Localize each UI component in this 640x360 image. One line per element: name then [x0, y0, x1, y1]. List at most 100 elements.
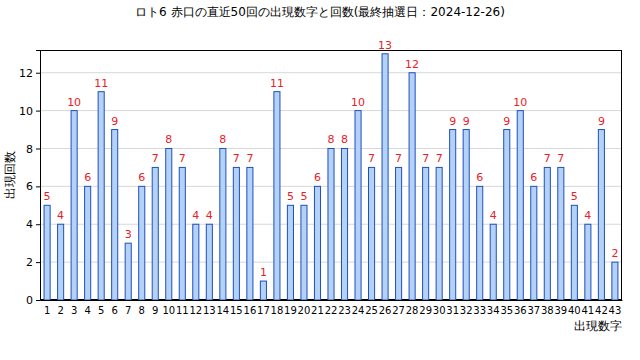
x-tick: 34: [487, 300, 500, 316]
bar: [44, 205, 50, 300]
bar: [396, 167, 402, 300]
x-tick: 12: [189, 300, 202, 316]
x-tick-label: 37: [527, 305, 540, 316]
x-tick: 36: [514, 300, 527, 316]
data-label: 8: [219, 133, 226, 146]
x-tick-label: 40: [568, 305, 581, 316]
bar: [612, 262, 618, 300]
data-label: 9: [503, 115, 510, 128]
bar: [571, 205, 577, 300]
title: ロト6 赤口の直近50回の出現数字と回数(最終抽選日：2024-12-26): [135, 5, 505, 19]
bar: [409, 73, 415, 300]
x-tick: 16: [244, 300, 257, 316]
x-tick-label: 16: [244, 305, 257, 316]
x-tick: 38: [541, 300, 554, 316]
bar: [179, 167, 185, 300]
bar: [585, 224, 591, 300]
data-label: 7: [422, 152, 429, 165]
data-label: 9: [463, 115, 470, 128]
y-tick: 6: [26, 180, 40, 193]
bar: [71, 111, 77, 300]
x-tick: 14: [216, 300, 229, 316]
x-tick-label: 8: [139, 305, 145, 316]
x-tick-label: 25: [365, 305, 378, 316]
bar: [341, 148, 347, 300]
y-tick-mark: [36, 111, 40, 112]
x-tick-label: 11: [176, 305, 189, 316]
data-label: 7: [179, 152, 186, 165]
x-tick: 7: [125, 300, 131, 316]
x-tick: 5: [98, 300, 104, 316]
bar: [517, 111, 523, 300]
x-tick: 32: [460, 300, 473, 316]
data-label: 7: [395, 152, 402, 165]
bar: [125, 243, 131, 300]
x-tick: 21: [311, 300, 324, 316]
bar: [206, 224, 212, 300]
bar: [450, 130, 456, 300]
bar: [463, 130, 469, 300]
y-tick-label: 8: [26, 143, 33, 156]
x-axis: 1234567891011121314151617181920212223242…: [41, 300, 623, 316]
x-tick-label: 4: [84, 305, 90, 316]
x-tick-label: 17: [257, 305, 270, 316]
x-tick-label: 23: [338, 305, 351, 316]
bar: [152, 167, 158, 300]
x-tick-label: 18: [271, 305, 284, 316]
bar: [423, 167, 429, 300]
y-tick-mark: [36, 262, 40, 263]
x-tick-label: 21: [311, 305, 324, 316]
x-tick-label: 41: [581, 305, 594, 316]
data-label: 5: [287, 190, 294, 203]
bar: [355, 111, 361, 300]
x-tick-label: 39: [554, 305, 567, 316]
grid-line: [40, 110, 622, 111]
data-labels: 5410611936787448771115568810713712779964…: [44, 39, 619, 279]
x-tick-label: 24: [352, 305, 365, 316]
data-label: 10: [67, 96, 81, 109]
data-label: 7: [368, 152, 375, 165]
x-tick-label: 7: [125, 305, 131, 316]
y-tick: 0: [26, 294, 40, 307]
bar: [58, 224, 64, 300]
bar: [490, 224, 496, 300]
bar: [166, 148, 172, 300]
bar: [504, 130, 510, 300]
data-label: 7: [152, 152, 159, 165]
y-tick: 12: [19, 67, 40, 80]
bar: [328, 148, 334, 300]
data-label: 3: [125, 228, 132, 241]
bar: [477, 186, 483, 300]
x-tick-label: 12: [189, 305, 202, 316]
data-label: 6: [138, 171, 145, 184]
x-tick-label: 36: [514, 305, 527, 316]
bar: [260, 281, 266, 300]
x-tick: 35: [500, 300, 513, 316]
bar: [544, 167, 550, 300]
bar: [112, 130, 118, 300]
data-label: 4: [584, 209, 591, 222]
x-tick-label: 32: [460, 305, 473, 316]
bar: [531, 186, 537, 300]
y-tick-label: 10: [19, 105, 33, 118]
x-tick: 42: [595, 300, 608, 316]
x-tick-label: 2: [57, 305, 63, 316]
bar: [220, 148, 226, 300]
y-tick-label: 4: [26, 218, 33, 231]
x-tick: 15: [230, 300, 243, 316]
data-label: 9: [449, 115, 456, 128]
y-tick-mark: [36, 148, 40, 149]
bar: [436, 167, 442, 300]
bar: [139, 186, 145, 300]
x-tick: 41: [581, 300, 594, 316]
data-label: 4: [192, 209, 199, 222]
x-tick: 18: [271, 300, 284, 316]
bar: [247, 167, 253, 300]
x-tick-label: 35: [500, 305, 513, 316]
data-label: 4: [57, 209, 64, 222]
data-label: 5: [44, 190, 51, 203]
x-tick-label: 10: [162, 305, 175, 316]
x-tick-label: 5: [98, 305, 104, 316]
data-label: 7: [233, 152, 240, 165]
bar: [98, 92, 104, 300]
